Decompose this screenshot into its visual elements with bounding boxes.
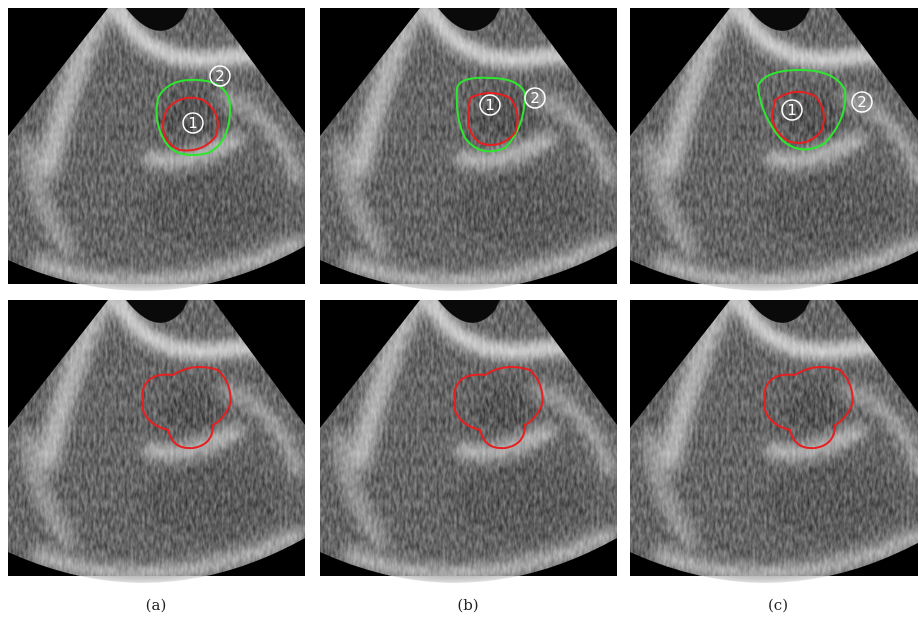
inner-contour bbox=[466, 92, 519, 146]
ultrasound-image bbox=[8, 8, 305, 284]
marker-circle bbox=[851, 91, 873, 113]
panel-top: 12 bbox=[8, 8, 305, 284]
inner-contour bbox=[161, 96, 219, 152]
marker-label: 1 bbox=[787, 101, 797, 119]
panel-caption: (a) bbox=[146, 596, 167, 614]
outer-contour bbox=[756, 68, 847, 151]
marker-label: 1 bbox=[188, 114, 198, 132]
segmentation-contour bbox=[454, 365, 544, 450]
panel-bottom bbox=[320, 300, 617, 576]
marker-circle bbox=[209, 65, 231, 87]
ultrasound-image bbox=[320, 8, 617, 284]
ultrasound-image bbox=[630, 8, 918, 284]
marker-label: 2 bbox=[530, 89, 540, 107]
panel-bottom bbox=[630, 300, 918, 576]
ultrasound-image bbox=[8, 300, 305, 576]
panel-caption: (b) bbox=[457, 596, 478, 614]
inner-contour bbox=[770, 90, 825, 144]
segmentation-contour bbox=[764, 365, 854, 450]
marker-label: 2 bbox=[215, 67, 225, 85]
marker-circle bbox=[182, 112, 204, 134]
ultrasound-image bbox=[630, 300, 918, 576]
marker-circle bbox=[524, 87, 546, 109]
panel-caption: (c) bbox=[768, 596, 788, 614]
marker-label: 2 bbox=[857, 93, 867, 111]
marker-circle bbox=[781, 99, 803, 121]
outer-contour bbox=[455, 76, 527, 153]
marker-circle bbox=[479, 94, 501, 116]
panel-bottom bbox=[8, 300, 305, 576]
segmentation-contour bbox=[142, 365, 232, 450]
ultrasound-image bbox=[320, 300, 617, 576]
outer-contour bbox=[155, 78, 232, 156]
marker-label: 1 bbox=[485, 96, 495, 114]
